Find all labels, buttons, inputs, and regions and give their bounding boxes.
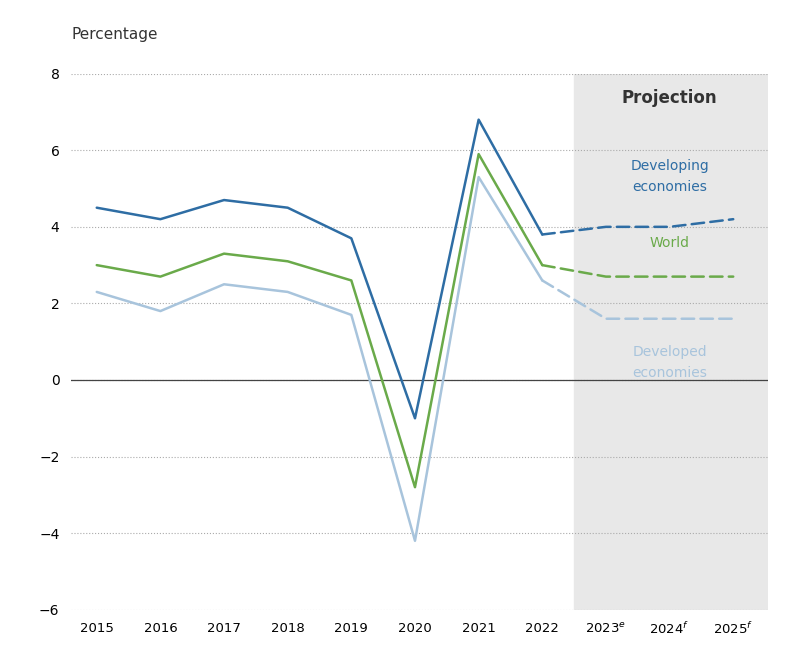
- Text: Developed: Developed: [632, 345, 707, 359]
- Text: Projection: Projection: [622, 89, 718, 107]
- Text: economies: economies: [632, 180, 707, 194]
- Bar: [574, 74, 792, 610]
- Text: Developing: Developing: [630, 159, 709, 174]
- Text: World: World: [649, 236, 690, 250]
- Text: Percentage: Percentage: [71, 27, 158, 42]
- Text: economies: economies: [632, 366, 707, 380]
